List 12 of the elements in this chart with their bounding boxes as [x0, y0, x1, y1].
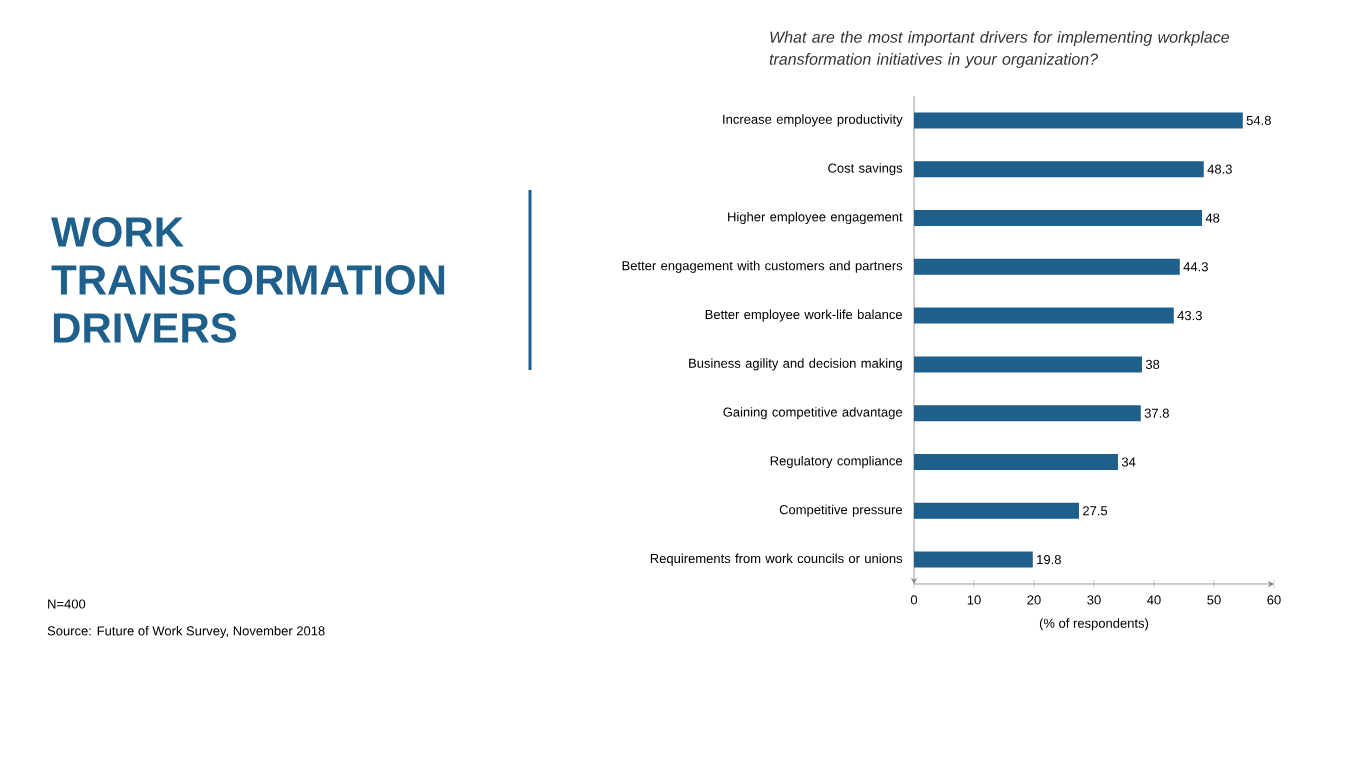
- bar: [914, 161, 1204, 178]
- bar: [914, 209, 1202, 226]
- bar: [914, 112, 1243, 129]
- bar: [914, 453, 1118, 470]
- bar: [914, 405, 1141, 422]
- bar: [914, 502, 1079, 519]
- chart-subtitle: What are the most important drivers for implementing workplace transformation initiatives in your organization?: [769, 31, 1230, 68]
- text: WORK TRANSFORMATION DRIVERS: [51, 217, 445, 343]
- bar: [914, 356, 1142, 373]
- bar: [914, 307, 1174, 324]
- bar: [914, 258, 1180, 275]
- bar: [914, 551, 1033, 568]
